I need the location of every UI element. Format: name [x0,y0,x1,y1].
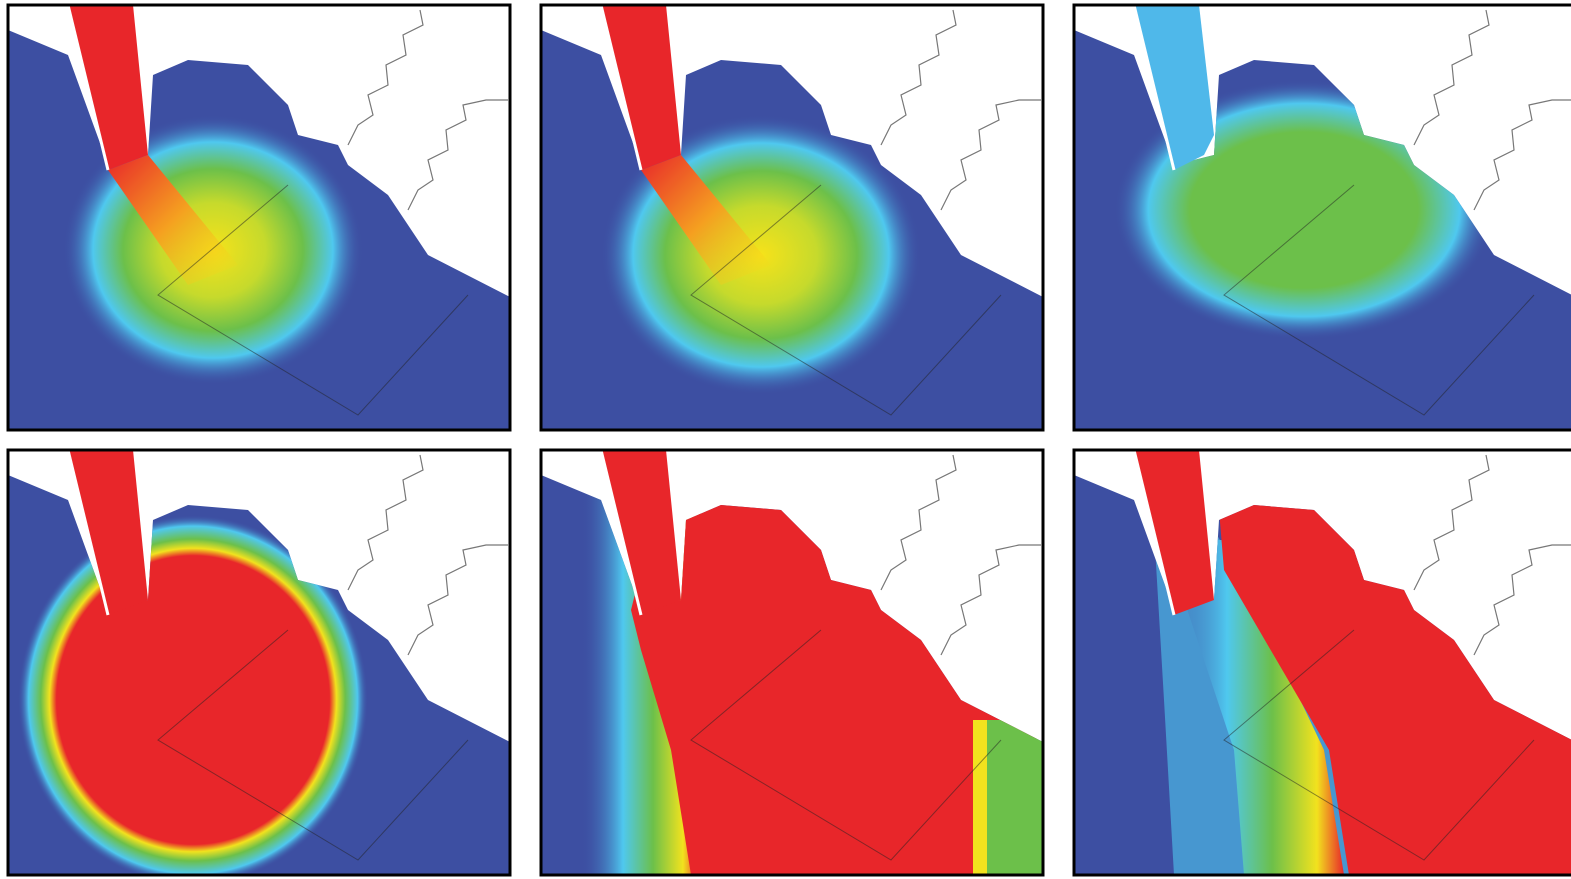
panel [1074,450,1571,875]
panel [8,5,510,430]
page: (() => { const data = JSON.parse(documen… [0,0,1571,879]
panel [1074,5,1571,430]
figure [0,0,1571,879]
panel [8,450,510,879]
panel [541,450,1043,875]
panel [541,5,1043,430]
